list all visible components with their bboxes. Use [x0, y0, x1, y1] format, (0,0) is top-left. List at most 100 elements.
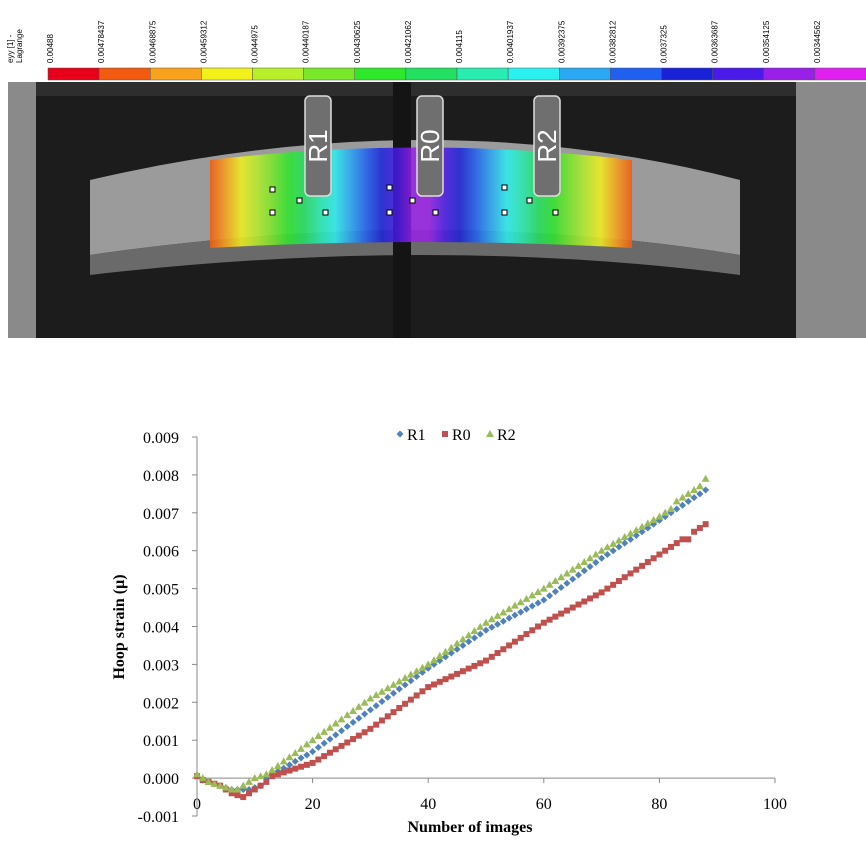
point [343, 723, 351, 731]
point [522, 605, 530, 613]
handle [501, 184, 508, 191]
photo-side [796, 82, 866, 338]
point [401, 674, 410, 682]
point [696, 524, 703, 531]
handle [386, 209, 393, 216]
point [627, 570, 634, 577]
point [459, 668, 466, 675]
point [551, 577, 560, 585]
point [448, 673, 455, 680]
point [643, 519, 652, 527]
point [639, 562, 646, 569]
point [609, 539, 618, 547]
chart: Number of images Hoop strain (μ) -0.001 0… [111, 427, 787, 836]
point [377, 687, 386, 695]
point [517, 608, 525, 616]
point [535, 623, 542, 630]
point [482, 618, 490, 626]
point [638, 522, 647, 530]
colorbar-segment [456, 67, 509, 81]
handle [322, 209, 329, 216]
point [523, 631, 530, 638]
point [684, 489, 693, 497]
point [464, 631, 473, 639]
point [459, 641, 467, 649]
colorbar-segment [252, 67, 304, 81]
point [366, 694, 375, 702]
point [384, 713, 391, 720]
point [632, 526, 641, 534]
colorbar-segment [405, 67, 458, 81]
point [666, 505, 675, 513]
point [702, 486, 710, 494]
point [378, 717, 385, 724]
point [274, 771, 281, 778]
point [413, 673, 421, 681]
handle [432, 209, 439, 216]
x-tick-label: 80 [651, 796, 667, 813]
point [621, 539, 629, 547]
legend-marker [396, 430, 404, 438]
point [591, 550, 600, 558]
point [465, 665, 472, 672]
x-tick-label: 60 [536, 796, 552, 813]
point [569, 575, 577, 583]
point [227, 785, 236, 793]
point [234, 792, 241, 799]
point [308, 736, 317, 744]
point [552, 613, 559, 620]
point [517, 634, 524, 641]
colorbar-label: 0.00468875 [148, 20, 157, 63]
point [273, 761, 282, 769]
y-tick-label: 0.003 [143, 657, 179, 674]
handle [409, 197, 416, 204]
point [251, 786, 258, 793]
point [303, 761, 310, 768]
point [563, 607, 570, 614]
point [604, 585, 611, 592]
x-tick-label: 20 [305, 796, 321, 813]
point [690, 486, 699, 494]
point [465, 638, 473, 646]
colorbar-segment [201, 67, 253, 81]
point [662, 547, 669, 554]
colorbar-label: 0.00392375 [557, 20, 566, 63]
colorbar-label: 0.004115 [455, 30, 464, 63]
point [586, 563, 594, 571]
x-tick-label: 0 [193, 796, 201, 813]
point [568, 565, 577, 573]
handle [501, 209, 508, 216]
point [557, 573, 566, 581]
point [638, 528, 646, 536]
point [649, 516, 658, 524]
point [529, 627, 536, 634]
legend-label: R1 [407, 427, 426, 444]
colorbar-label: 0.00459312 [199, 20, 208, 63]
point [332, 731, 340, 739]
point [499, 608, 508, 616]
point [482, 626, 490, 634]
point [314, 743, 322, 751]
y-tick-label: 0.007 [143, 506, 179, 523]
point [285, 761, 293, 769]
point [494, 650, 501, 657]
point [303, 751, 311, 759]
point [360, 698, 369, 706]
point [470, 627, 479, 635]
point [366, 706, 374, 714]
point [262, 770, 271, 778]
point [597, 546, 606, 554]
point [667, 543, 674, 550]
colorbar-segment [150, 67, 202, 81]
point [246, 790, 253, 797]
colorbar-label: 0.00421062 [404, 20, 413, 63]
point [546, 616, 553, 623]
point [684, 497, 692, 505]
point [678, 493, 687, 501]
point [291, 749, 300, 757]
point [620, 533, 629, 541]
point [297, 754, 305, 762]
y-tick-label: 0.009 [143, 430, 179, 447]
point [627, 535, 634, 543]
